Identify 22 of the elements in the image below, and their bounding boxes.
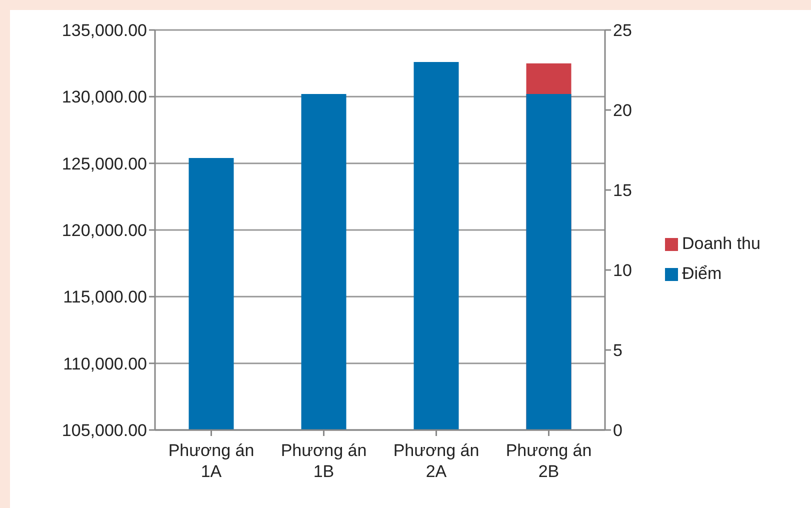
x-tick-label: Phương án 1B [280,441,367,481]
x-tick-label: Phương án 2A [393,441,480,481]
y-tick-label: 125,000.00 [62,154,147,174]
y-tick-label: 115,000.00 [63,288,147,307]
y2-tick-label: 20 [613,101,632,120]
x-tick-label: Phương án 2B [506,441,592,481]
y-tick-label: 105,000.00 [62,421,147,440]
y2-tick-label: 0 [613,421,622,440]
bar [188,158,234,430]
y-tick-label: 120,000.00 [62,221,147,240]
y-tick-label: 135,000.00 [62,21,147,40]
bar [301,94,346,430]
legend-label: Điểm [682,264,722,283]
y-tick-label: 130,000.00 [62,88,147,107]
legend-label: Doanh thu [682,234,760,253]
x-tick-label: Phương án 1A [168,441,254,481]
bar [414,62,459,430]
y-tick-label: 110,000.00 [63,354,147,374]
y2-tick-label: 25 [613,21,632,40]
y2-tick-label: 5 [613,341,622,360]
y2-tick-label: 10 [613,261,632,280]
y2-tick-label: 15 [613,181,632,200]
